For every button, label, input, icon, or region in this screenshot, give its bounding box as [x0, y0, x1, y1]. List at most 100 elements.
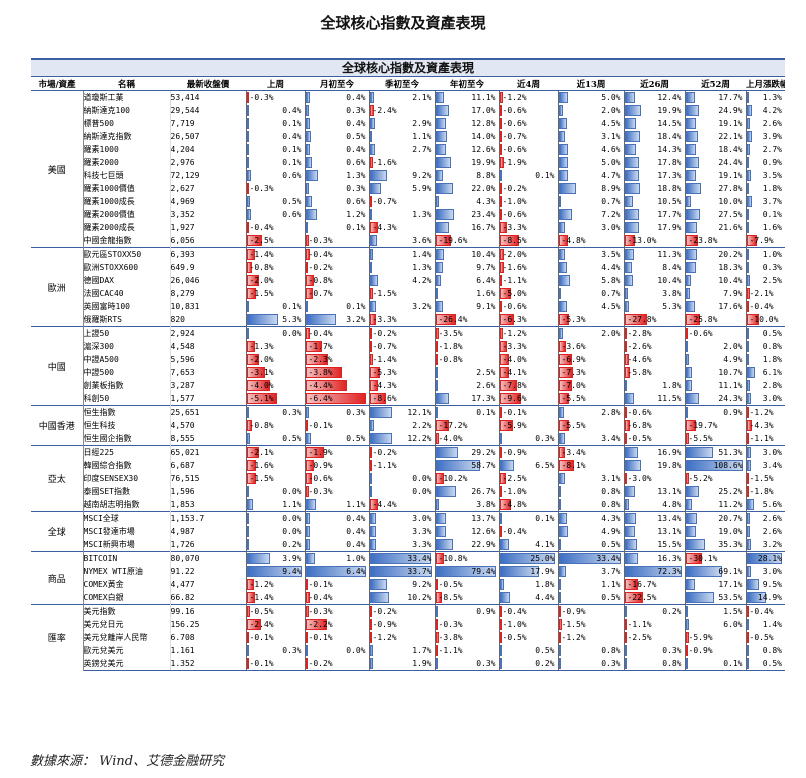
return-cell: 28.1%	[745, 551, 785, 565]
header-row: 市場/資產 名稱 最新收盤價 上周 月初至今 季初至今 年初至今 近4周 近13周 近26周 近52…	[31, 77, 785, 91]
return-cell: 0.0%	[245, 525, 305, 538]
return-value: 17.0%	[471, 106, 496, 115]
asset-name: 俄羅斯RTS	[83, 313, 171, 327]
return-value: -30.1%	[688, 554, 718, 563]
asset-name: 越南胡志明指數	[83, 498, 171, 512]
return-cell: 4.3%	[557, 511, 624, 525]
asset-name: 科創50	[83, 392, 171, 406]
return-value: 0.4%	[346, 527, 366, 536]
return-value: -1.1%	[438, 646, 463, 655]
negative-bar	[247, 632, 249, 643]
return-cell: 0.4%	[304, 525, 369, 538]
return-value: -0.5%	[438, 580, 463, 589]
return-value: 2.7%	[412, 145, 432, 154]
positive-bar	[306, 499, 316, 510]
positive-bar	[436, 513, 446, 524]
return-value: -2.2%	[308, 620, 333, 629]
return-cell: 0.1%	[434, 405, 499, 419]
return-value: -0.3%	[438, 620, 463, 629]
negative-bar	[247, 222, 249, 233]
return-cell: 17.3%	[623, 169, 685, 182]
positive-bar	[306, 105, 309, 116]
table-row: 羅素1000價值 2,627 -0.3% 0.3% 5.9% 22.0% -0.2% 8.9%…	[31, 182, 785, 195]
negative-bar	[306, 288, 313, 299]
return-value: 79.4%	[471, 567, 496, 576]
return-cell: -1.2%	[745, 405, 785, 419]
return-cell: -1.6%	[368, 156, 435, 169]
return-cell: -8.5%	[498, 234, 558, 248]
return-value: 0.5%	[282, 434, 302, 443]
return-cell: 1.3%	[368, 261, 435, 274]
return-value: -4.3%	[372, 223, 397, 232]
positive-bar	[559, 183, 576, 194]
return-value: 22.9%	[471, 540, 496, 549]
return-cell: -6.9%	[557, 353, 624, 366]
positive-bar	[625, 606, 627, 617]
return-cell: -2.8%	[623, 326, 685, 340]
return-value: 2.5%	[762, 276, 782, 285]
latest-close: 6.708	[170, 633, 195, 642]
return-cell: 0.4%	[304, 538, 369, 552]
return-cell: 17.7%	[684, 90, 746, 104]
positive-bar	[747, 105, 752, 116]
negative-bar	[306, 632, 308, 643]
negative-bar	[247, 262, 252, 273]
return-cell: 0.2%	[245, 538, 305, 552]
negative-bar	[500, 222, 507, 233]
positive-bar	[370, 566, 432, 577]
positive-bar	[306, 553, 315, 564]
positive-bar	[559, 407, 564, 418]
return-value: 12.4%	[657, 93, 682, 102]
return-value: 12.6%	[471, 527, 496, 536]
negative-bar	[686, 645, 688, 656]
region-label: 歐洲	[31, 247, 84, 327]
return-cell: -1.0%	[498, 485, 558, 498]
return-cell: 53.5%	[684, 591, 746, 605]
return-cell: -0.5%	[745, 631, 785, 644]
return-value: 5.3%	[282, 315, 302, 324]
return-cell: 25.2%	[684, 485, 746, 498]
return-cell: 2.6%	[745, 525, 785, 538]
return-cell: -3.3%	[498, 340, 558, 353]
return-cell: 0.5%	[557, 591, 624, 605]
column-header: 近52周	[685, 77, 746, 91]
return-value: 58.7%	[471, 461, 496, 470]
return-value: 0.0%	[412, 474, 432, 483]
positive-bar	[500, 539, 509, 550]
return-cell: 17.7%	[623, 208, 685, 221]
return-value: 17.7%	[657, 210, 682, 219]
return-cell: 10.0%	[684, 195, 746, 208]
return-cell: 0.3%	[245, 405, 305, 419]
negative-bar	[436, 553, 444, 564]
table-row: 恒生國企指數 8,555 0.5% 0.5% 12.2% -4.0% 0.3% 3.4% -0.…	[31, 432, 785, 446]
negative-bar	[370, 460, 372, 471]
return-cell: 19.1%	[684, 169, 746, 182]
table-row: 羅素2000成長 1,927 -0.4% 0.1% -4.3% 16.7% -3.3% 3.0…	[31, 221, 785, 234]
negative-bar	[370, 157, 373, 168]
table-row: 歐元兌美元 1.161 0.3% 0.0% 1.7% -1.1% 0.5% 0.8% 0.3% -…	[31, 644, 785, 657]
negative-bar	[370, 499, 378, 510]
positive-bar	[370, 262, 372, 273]
negative-bar	[500, 301, 502, 312]
grid-body: 美國 道瓊斯工業 53,414 -0.3% 0.4% 2.1% 11.1% -1.2% 5.0%…	[31, 90, 785, 671]
return-cell: 1.8%	[745, 182, 785, 195]
negative-bar	[500, 420, 513, 431]
positive-bar	[625, 288, 628, 299]
asset-name: 印度SENSEX30	[83, 472, 171, 485]
return-cell: -0.2%	[304, 657, 369, 671]
region-label: 商品	[31, 551, 84, 605]
negative-bar	[306, 393, 366, 404]
return-value: 1.8%	[535, 580, 555, 589]
table-row: 歐洲STOXX600 649.9 -0.8% -0.2% 1.3% 9.7% -1.6% 4.…	[31, 261, 785, 274]
return-value: -5.3%	[561, 315, 586, 324]
return-value: 0.6%	[282, 210, 302, 219]
return-value: -3.6%	[561, 342, 586, 351]
return-cell: -26.4%	[434, 313, 499, 327]
return-value: 2.6%	[476, 381, 496, 390]
asset-name: 羅素2000成長	[83, 221, 171, 234]
positive-bar	[625, 118, 636, 129]
return-value: -19.7%	[688, 421, 718, 430]
return-cell: -3.6%	[557, 340, 624, 353]
negative-bar	[370, 314, 376, 325]
return-value: 10.7%	[718, 368, 743, 377]
